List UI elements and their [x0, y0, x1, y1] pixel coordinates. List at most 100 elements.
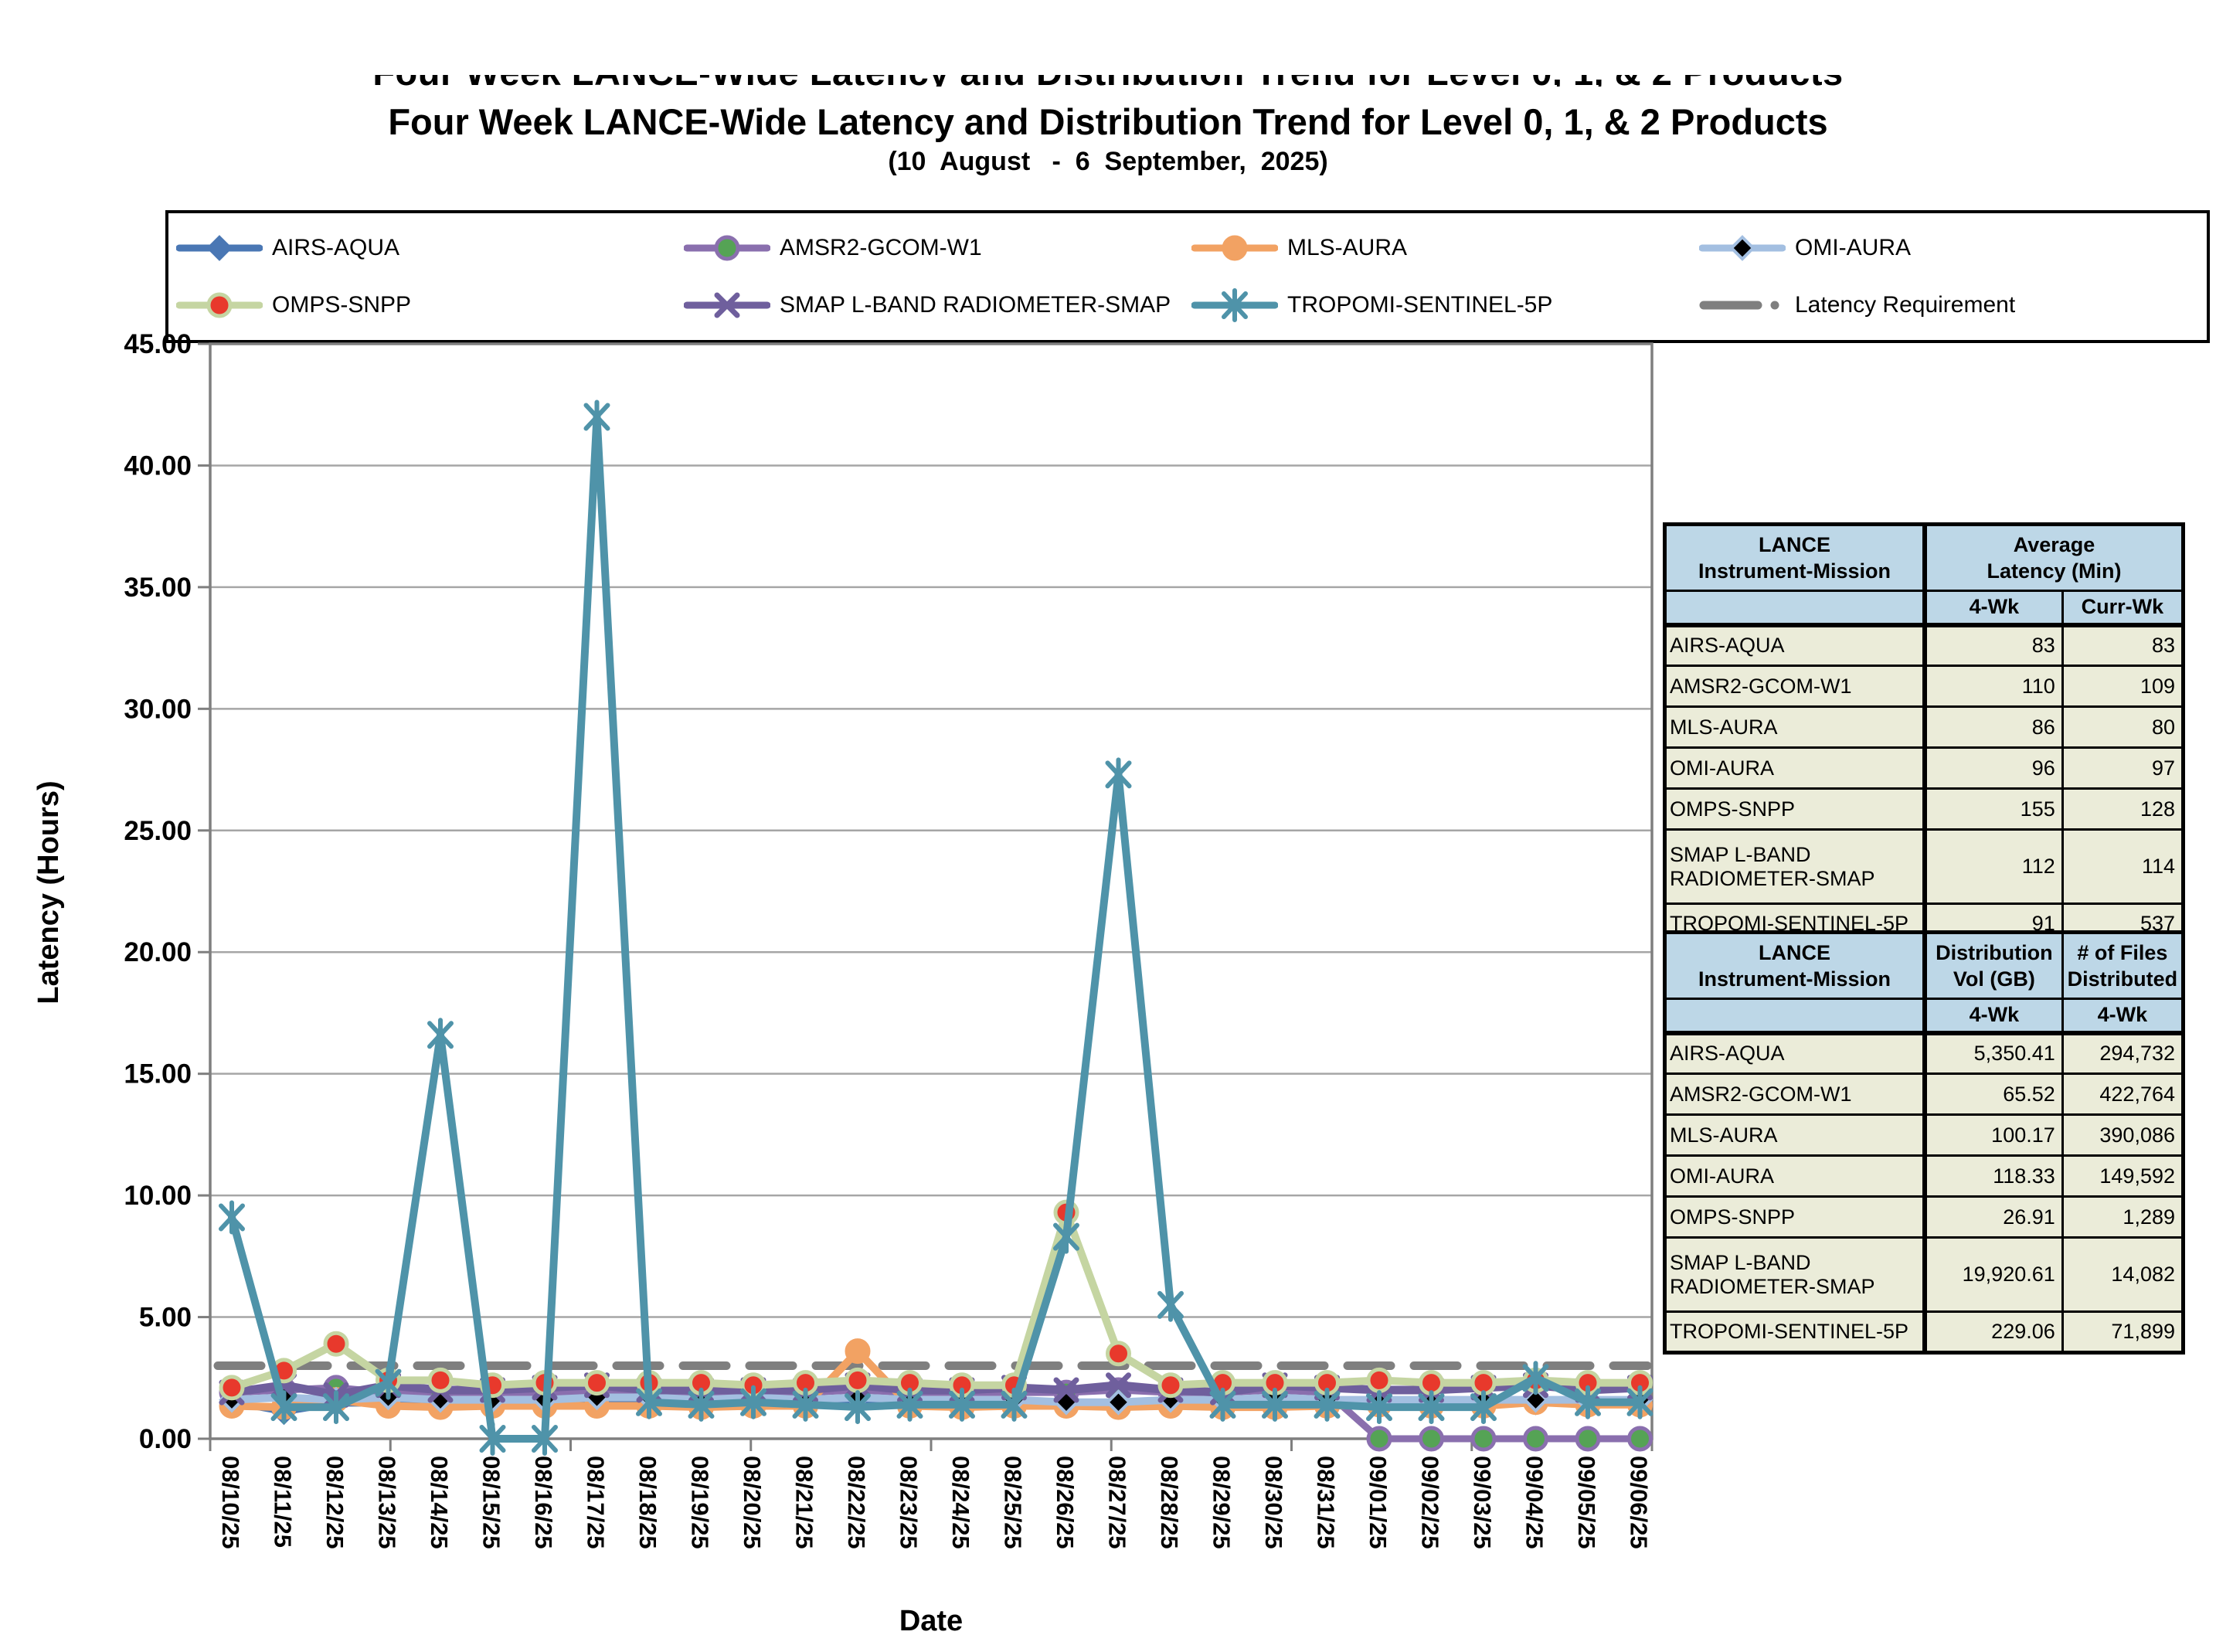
- legend-label: AMSR2-GCOM-W1: [780, 235, 982, 261]
- value-cell: 19,920.61: [1923, 1236, 2064, 1313]
- x-tick-label: 08/11/25: [270, 1456, 297, 1548]
- table-row: OMPS-SNPP 155 128: [1663, 787, 2185, 831]
- instrument-mission-cell: MLS-AURA: [1663, 705, 1927, 749]
- x-tick-label: 09/02/25: [1417, 1456, 1444, 1549]
- series-legend-icon: [1699, 235, 1786, 262]
- value-cell: 114: [2061, 828, 2185, 905]
- value-cell: 83: [1923, 624, 2064, 667]
- table-subheader-blank: [1664, 998, 1927, 1035]
- value-cell: 97: [2061, 746, 2185, 790]
- table-name-header: LANCE Instrument-Mission: [1663, 523, 1927, 592]
- y-tick-label: 20.00: [124, 937, 192, 967]
- value-cell: 65.52: [1923, 1072, 2064, 1116]
- series-legend-icon: [684, 292, 770, 318]
- legend-label: Latency Requirement: [1795, 291, 2016, 318]
- instrument-mission-cell: OMPS-SNPP: [1663, 787, 1927, 831]
- series-legend-icon: [176, 292, 263, 318]
- y-tick-label: 40.00: [124, 450, 192, 481]
- data-point-marker: [636, 1385, 662, 1419]
- data-point-marker: [323, 1390, 349, 1425]
- value-cell: 96: [1923, 746, 2064, 790]
- value-cell: 155: [1923, 787, 2064, 831]
- series-line: [228, 1393, 1644, 1406]
- x-tick-label: 08/21/25: [791, 1456, 818, 1549]
- table-row: AMSR2-GCOM-W1 110 109: [1663, 665, 2185, 708]
- table-subheader: 4-Wk: [2061, 998, 2185, 1035]
- value-cell: 118.33: [1923, 1154, 2064, 1198]
- legend-item-smap-l-band-radiometer-smap: SMAP L-BAND RADIOMETER-SMAP: [684, 280, 1191, 330]
- table-subheader: 4-Wk: [1923, 998, 2064, 1035]
- table-row: MLS-AURA 86 80: [1663, 705, 2185, 749]
- data-point-marker: [1209, 1387, 1236, 1422]
- instrument-mission-cell: MLS-AURA: [1664, 1113, 1927, 1157]
- x-tick-label: 08/10/25: [217, 1456, 244, 1549]
- value-cell: 294,732: [2061, 1032, 2185, 1075]
- table-name-header: LANCE Instrument-Mission: [1664, 931, 1927, 1000]
- data-point-marker: [688, 1387, 715, 1422]
- instrument-mission-cell: AIRS-AQUA: [1663, 624, 1927, 667]
- instrument-mission-cell: AMSR2-GCOM-W1: [1664, 1072, 1927, 1116]
- data-point-marker: [206, 235, 233, 262]
- data-point-marker: [1626, 1385, 1654, 1419]
- data-point-marker: [1366, 1367, 1392, 1393]
- table-value-header: # of Files Distributed: [2061, 931, 2185, 1000]
- latency-requirement-legend-icon: [1699, 301, 1779, 310]
- data-point-marker: [1001, 1387, 1028, 1422]
- x-tick-label: 09/05/25: [1573, 1456, 1600, 1549]
- data-point-marker: [1627, 1426, 1653, 1452]
- data-point-marker: [1106, 1341, 1131, 1367]
- data-point-marker: [1105, 757, 1132, 792]
- x-tick-label: 09/01/25: [1365, 1456, 1392, 1549]
- x-tick-label: 08/24/25: [947, 1456, 974, 1549]
- data-point-marker: [532, 1422, 558, 1456]
- data-point-marker: [1106, 1372, 1131, 1399]
- x-tick-label: 08/28/25: [1156, 1456, 1183, 1549]
- value-cell: 80: [2061, 705, 2185, 749]
- value-cell: 5,350.41: [1923, 1032, 2064, 1075]
- table-row: OMI-AURA 96 97: [1663, 746, 2185, 790]
- plot-border: [209, 342, 1654, 1440]
- value-cell: 422,764: [2061, 1072, 2185, 1116]
- chart-legend: AIRS-AQUA AMSR2-GCOM-W1 MLS-AURA OMI-AURA OM…: [165, 210, 2210, 343]
- series-tropomi-sentinel-5p: [219, 399, 1654, 1456]
- x-tick-label: 08/12/25: [321, 1456, 348, 1549]
- instrument-mission-cell: OMI-AURA: [1664, 1154, 1927, 1198]
- data-point-marker: [427, 1018, 454, 1052]
- table-row: OMPS-SNPP 26.91 1,289: [1664, 1195, 2185, 1239]
- data-point-marker: [845, 1390, 871, 1425]
- x-tick-label: 08/30/25: [1260, 1456, 1287, 1549]
- data-point-marker: [714, 235, 740, 261]
- y-tick-label: 5.00: [139, 1303, 192, 1333]
- legend-label: OMI-AURA: [1795, 235, 1911, 261]
- y-axis-title: Latency (Hours): [32, 780, 65, 1004]
- value-cell: 109: [2061, 665, 2185, 708]
- table-row: TROPOMI-SENTINEL-5P 229.06 71,899: [1664, 1310, 2185, 1354]
- table-row: SMAP L-BAND RADIOMETER-SMAP 112 114: [1663, 828, 2185, 905]
- y-tick-label: 25.00: [124, 816, 192, 846]
- legend-label: OMPS-SNPP: [272, 291, 412, 318]
- instrument-mission-cell: SMAP L-BAND RADIOMETER-SMAP: [1663, 828, 1927, 905]
- data-point-marker: [206, 292, 233, 318]
- data-point-marker: [949, 1387, 975, 1422]
- x-tick-label: 08/22/25: [843, 1456, 870, 1549]
- x-tick-label: 09/06/25: [1626, 1456, 1653, 1549]
- data-point-marker: [1470, 1426, 1497, 1452]
- data-point-marker: [1314, 1387, 1341, 1422]
- data-point-marker: [1222, 287, 1248, 322]
- legend-item-airs-aqua: AIRS-AQUA: [176, 223, 684, 273]
- instrument-mission-cell: AIRS-AQUA: [1664, 1032, 1927, 1075]
- value-cell: 71,899: [2061, 1310, 2185, 1354]
- data-point-marker: [845, 1367, 871, 1393]
- data-point-marker: [1262, 1387, 1288, 1422]
- data-point-marker: [427, 1367, 454, 1393]
- data-point-marker: [1419, 1426, 1444, 1452]
- x-tick-label: 08/19/25: [687, 1456, 714, 1549]
- data-point-marker: [584, 1370, 610, 1396]
- value-cell: 229.06: [1923, 1310, 2064, 1354]
- legend-label: AIRS-AQUA: [272, 235, 400, 261]
- data-point-marker: [1575, 1426, 1601, 1452]
- data-point-marker: [583, 399, 610, 434]
- value-cell: 26.91: [1923, 1195, 2064, 1239]
